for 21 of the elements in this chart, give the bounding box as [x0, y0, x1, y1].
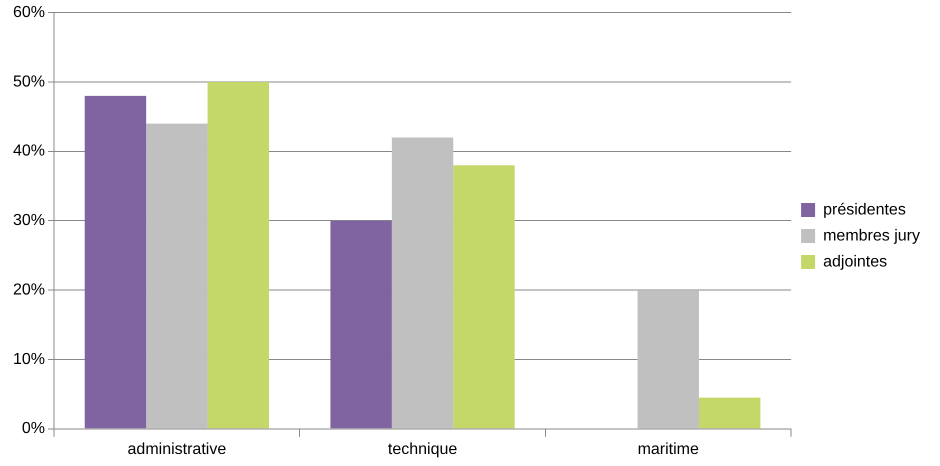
- y-tick-label: 20%: [12, 281, 46, 298]
- bar: [698, 398, 760, 428]
- y-tick-label: 30%: [12, 212, 46, 230]
- bar: [392, 137, 454, 428]
- y-tick-label: 60%: [12, 4, 46, 22]
- bar: [638, 290, 699, 428]
- bar: [146, 124, 208, 428]
- x-tick-label: administrative: [128, 440, 226, 458]
- bar: [330, 220, 392, 428]
- y-tick-label: 40%: [12, 142, 46, 160]
- bar: [453, 165, 515, 428]
- y-tick-label: 0%: [22, 420, 46, 438]
- legend-label: membres jury: [823, 227, 920, 244]
- x-tick-label: technique: [388, 440, 458, 458]
- y-tick-label: 10%: [12, 350, 46, 368]
- bar: [208, 82, 270, 428]
- y-tick-label: 50%: [12, 73, 46, 90]
- legend-label: adjointes: [823, 253, 888, 270]
- legend-label: présidentes: [823, 201, 906, 218]
- x-tick-label: maritime: [638, 440, 700, 458]
- bar: [84, 96, 146, 428]
